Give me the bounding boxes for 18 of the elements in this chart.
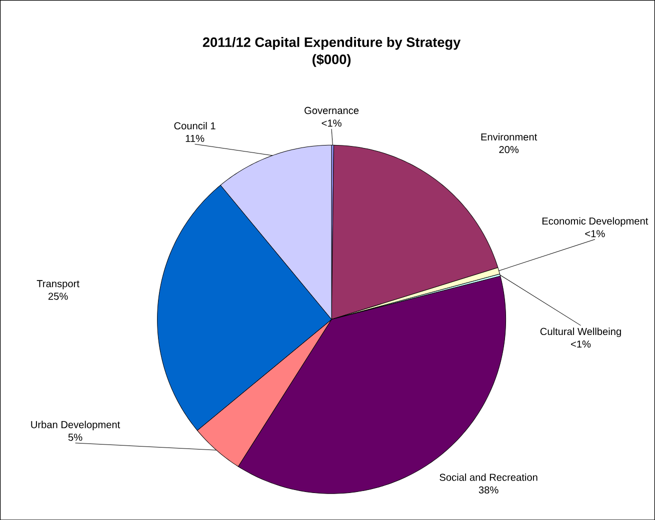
slice-label: Economic Development xyxy=(542,217,648,226)
data-label: <1% xyxy=(571,340,591,348)
slice-label: Governance xyxy=(304,106,359,114)
data-label: 38% xyxy=(478,486,498,494)
slice-label: Environment xyxy=(481,132,538,140)
slice-label: Cultural Wellbeing xyxy=(540,328,621,337)
chart-subtitle: ($000) xyxy=(312,54,351,67)
slice-label: Council 1 xyxy=(174,122,216,130)
data-label: 5% xyxy=(68,434,82,441)
slice-label: Social and Recreation xyxy=(440,473,538,481)
data-label: 11% xyxy=(186,134,204,142)
data-label: <1% xyxy=(322,119,342,127)
data-label: 20% xyxy=(499,146,519,154)
chart-title: 2011/12 Capital Expenditure by Strategy xyxy=(202,36,461,50)
slice-label: Urban Development xyxy=(31,420,120,430)
data-label: <1% xyxy=(585,230,605,238)
slice-label: Transport xyxy=(36,280,80,290)
data-label: 25% xyxy=(48,292,68,300)
